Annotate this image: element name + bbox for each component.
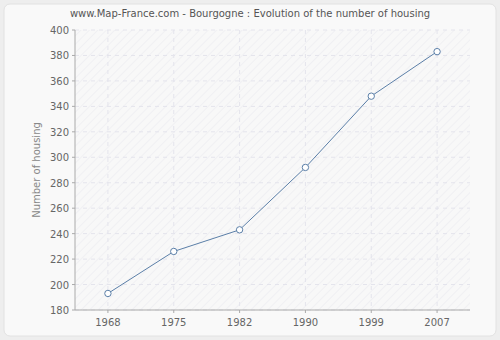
panel — [4, 4, 496, 336]
grid-line — [75, 182, 470, 183]
y-tick-label: 360 — [50, 76, 69, 87]
x-tick-label: 2007 — [424, 317, 449, 328]
grid-line — [75, 30, 470, 31]
y-tick-label: 400 — [50, 25, 69, 36]
x-axis — [75, 310, 470, 311]
y-tick-label: 200 — [50, 280, 69, 291]
y-tick-label: 380 — [50, 50, 69, 61]
grid-line — [75, 157, 470, 158]
line — [108, 52, 437, 294]
title: www.Map-France.com - Bourgogne : Evoluti… — [70, 8, 430, 19]
y-tick-label: 180 — [50, 305, 69, 316]
grid-line — [75, 310, 470, 311]
x-tick-label: 1968 — [95, 317, 120, 328]
x-tick-label: 1975 — [161, 317, 186, 328]
y-tick-label: 340 — [50, 101, 69, 112]
y-tick-label: 320 — [50, 127, 69, 138]
grid-line — [75, 284, 470, 285]
y-tick-label: 260 — [50, 203, 69, 214]
marker — [171, 248, 177, 254]
x-tick-label: 1999 — [359, 317, 384, 328]
background — [0, 0, 500, 340]
marker — [236, 227, 242, 233]
y-tick-label: 240 — [50, 229, 69, 240]
x-tick-label: 1982 — [227, 317, 252, 328]
grid-line-x — [173, 30, 174, 310]
y-tick-label: 300 — [50, 152, 69, 163]
grid-line — [75, 80, 470, 81]
grid-line-x — [107, 30, 108, 310]
x-tick-label: 1990 — [293, 317, 318, 328]
series — [105, 48, 441, 296]
y-tick-label: 280 — [50, 178, 69, 189]
plot-area — [75, 30, 470, 310]
grid-line-x — [371, 30, 372, 310]
y-axis — [75, 30, 76, 310]
chart: www.Map-France.com - Bourgogne : Evoluti… — [0, 0, 500, 340]
marker — [105, 290, 111, 296]
grid-line — [75, 106, 470, 107]
grid-line — [75, 55, 470, 56]
grid-line — [75, 131, 470, 132]
marker — [434, 48, 440, 54]
marker — [302, 164, 308, 170]
grid-line — [75, 259, 470, 260]
y-axis-label: Number of housing — [31, 122, 42, 218]
grid-line-x — [437, 30, 438, 310]
y-tick-label: 220 — [50, 254, 69, 265]
grid-line-x — [239, 30, 240, 310]
grid-line — [75, 208, 470, 209]
grid-line — [75, 233, 470, 234]
marker — [368, 93, 374, 99]
